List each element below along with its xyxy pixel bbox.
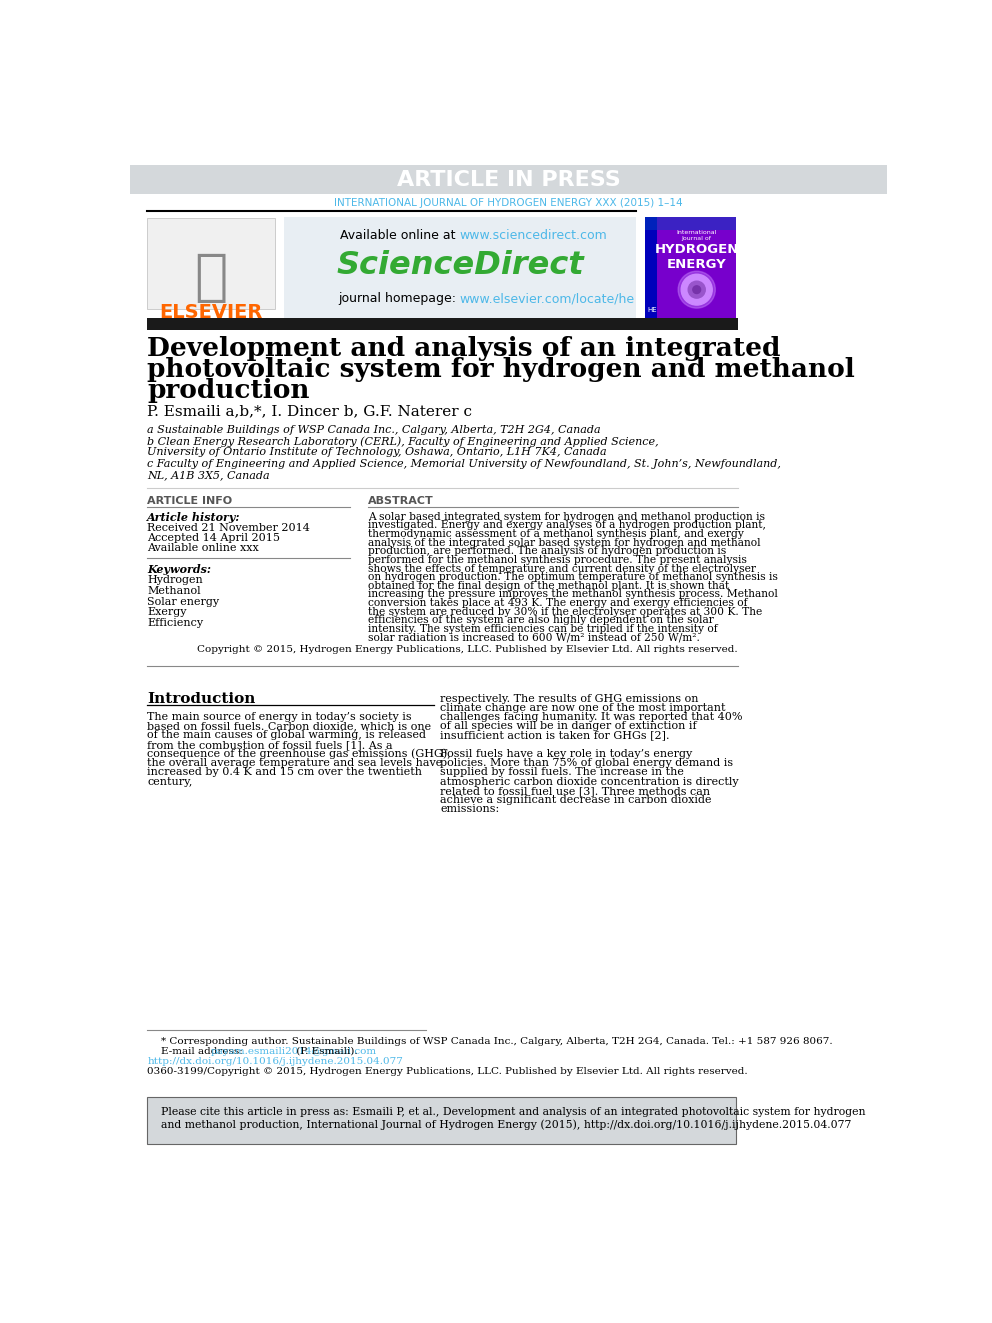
Text: analysis of the integrated solar based system for hydrogen and methanol: analysis of the integrated solar based s…: [368, 537, 761, 548]
Text: challenges facing humanity. It was reported that 40%: challenges facing humanity. It was repor…: [440, 712, 743, 722]
Text: www.elsevier.com/locate/he: www.elsevier.com/locate/he: [460, 292, 635, 306]
Text: 0360-3199/Copyright © 2015, Hydrogen Energy Publications, LLC. Published by Else: 0360-3199/Copyright © 2015, Hydrogen Ene…: [147, 1066, 748, 1076]
Text: Fossil fuels have a key role in today’s energy: Fossil fuels have a key role in today’s …: [440, 749, 692, 759]
Text: HYDROGEN
ENERGY: HYDROGEN ENERGY: [655, 242, 739, 270]
Text: supplied by fossil fuels. The increase in the: supplied by fossil fuels. The increase i…: [440, 767, 684, 778]
Text: Received 21 November 2014: Received 21 November 2014: [147, 524, 310, 533]
Text: payam.esmaili2014@gmail.com: payam.esmaili2014@gmail.com: [210, 1046, 376, 1056]
Text: Copyright © 2015, Hydrogen Energy Publications, LLC. Published by Elsevier Ltd. : Copyright © 2015, Hydrogen Energy Public…: [197, 644, 738, 654]
Text: University of Ontario Institute of Technology, Oshawa, Ontario, L1H 7K4, Canada: University of Ontario Institute of Techn…: [147, 447, 607, 458]
Text: c Faculty of Engineering and Applied Science, Memorial University of Newfoundlan: c Faculty of Engineering and Applied Sci…: [147, 459, 781, 470]
Text: on hydrogen production. The optimum temperature of methanol synthesis is: on hydrogen production. The optimum temp…: [368, 572, 778, 582]
Text: from the combustion of fossil fuels [1]. As a: from the combustion of fossil fuels [1].…: [147, 740, 393, 750]
Text: climate change are now one of the most important: climate change are now one of the most i…: [440, 703, 726, 713]
Text: journal homepage:: journal homepage:: [338, 292, 460, 306]
Text: investigated. Energy and exergy analyses of a hydrogen production plant,: investigated. Energy and exergy analyses…: [368, 520, 766, 531]
Text: ScienceDirect: ScienceDirect: [336, 250, 583, 280]
Text: atmospheric carbon dioxide concentration is directly: atmospheric carbon dioxide concentration…: [440, 777, 739, 787]
Text: based on fossil fuels. Carbon dioxide, which is one: based on fossil fuels. Carbon dioxide, w…: [147, 721, 432, 732]
Text: efficiencies of the system are also highly dependent on the solar: efficiencies of the system are also high…: [368, 615, 714, 626]
Bar: [285, 217, 636, 319]
Circle shape: [688, 282, 705, 298]
Circle shape: [679, 271, 715, 308]
Text: shows the effects of temperature and current density of the electrolyser: shows the effects of temperature and cur…: [368, 564, 756, 574]
Text: the overall average temperature and sea levels have: the overall average temperature and sea …: [147, 758, 442, 769]
Text: NL, A1B 3X5, Canada: NL, A1B 3X5, Canada: [147, 470, 270, 480]
Text: a Sustainable Buildings of WSP Canada Inc., Calgary, Alberta, T2H 2G4, Canada: a Sustainable Buildings of WSP Canada In…: [147, 425, 601, 435]
Text: achieve a significant decrease in carbon dioxide: achieve a significant decrease in carbon…: [440, 795, 711, 806]
Text: consequence of the greenhouse gas emissions (GHG),: consequence of the greenhouse gas emissi…: [147, 749, 451, 759]
Text: ELSEVIER: ELSEVIER: [159, 303, 263, 323]
Text: production: production: [147, 378, 310, 404]
Text: http://dx.doi.org/10.1016/j.ijhydene.2015.04.077: http://dx.doi.org/10.1016/j.ijhydene.201…: [147, 1057, 403, 1066]
Text: performed for the methanol synthesis procedure. The present analysis: performed for the methanol synthesis pro…: [368, 554, 747, 565]
Bar: [147, 1097, 736, 1144]
Text: * Corresponding author. Sustainable Buildings of WSP Canada Inc., Calgary, Alber: * Corresponding author. Sustainable Buil…: [161, 1037, 833, 1045]
Text: of all species will be in danger of extinction if: of all species will be in danger of exti…: [440, 721, 696, 732]
Text: respectively. The results of GHG emissions on: respectively. The results of GHG emissio…: [440, 693, 698, 704]
Text: of the main causes of global warming, is released: of the main causes of global warming, is…: [147, 730, 427, 741]
Text: Available online at: Available online at: [340, 229, 460, 242]
Text: ARTICLE IN PRESS: ARTICLE IN PRESS: [397, 169, 620, 189]
Text: 🌲: 🌲: [194, 251, 227, 306]
Text: ABSTRACT: ABSTRACT: [368, 496, 434, 507]
Text: Introduction: Introduction: [147, 692, 256, 705]
Circle shape: [692, 286, 700, 294]
Text: century,: century,: [147, 777, 192, 787]
Text: ARTICLE INFO: ARTICLE INFO: [147, 496, 232, 507]
Text: Exergy: Exergy: [147, 607, 186, 618]
Text: P. Esmaili a,b,*, I. Dincer b, G.F. Naterer c: P. Esmaili a,b,*, I. Dincer b, G.F. Nate…: [147, 405, 472, 418]
Bar: [645, 217, 736, 230]
Bar: [147, 318, 738, 329]
Text: Keywords:: Keywords:: [147, 564, 211, 574]
Circle shape: [682, 274, 712, 306]
Text: Available online xxx: Available online xxx: [147, 544, 259, 553]
Text: thermodynamic assessment of a methanol synthesis plant, and exergy: thermodynamic assessment of a methanol s…: [368, 529, 744, 538]
Text: obtained for the final design of the methanol plant. It is shown that: obtained for the final design of the met…: [368, 581, 729, 591]
Text: policies. More than 75% of global energy demand is: policies. More than 75% of global energy…: [440, 758, 733, 769]
Text: Please cite this article in press as: Esmaili P, et al., Development and analysi: Please cite this article in press as: Es…: [161, 1107, 866, 1117]
Text: solar radiation is increased to 600 W/m² instead of 250 W/m².: solar radiation is increased to 600 W/m²…: [368, 632, 700, 643]
Text: Accepted 14 April 2015: Accepted 14 April 2015: [147, 533, 281, 544]
Text: The main source of energy in today’s society is: The main source of energy in today’s soc…: [147, 712, 412, 722]
Text: the system are reduced by 30% if the electrolyser operates at 300 K. The: the system are reduced by 30% if the ele…: [368, 607, 763, 617]
Text: insufficient action is taken for GHGs [2].: insufficient action is taken for GHGs [2…: [440, 730, 670, 741]
Text: www.sciencedirect.com: www.sciencedirect.com: [460, 229, 608, 242]
Text: (P. Esmaili).: (P. Esmaili).: [293, 1046, 357, 1056]
Text: increasing the pressure improves the methanol synthesis process. Methanol: increasing the pressure improves the met…: [368, 590, 778, 599]
Bar: [645, 217, 736, 319]
Text: intensity. The system efficiencies can be tripled if the intensity of: intensity. The system efficiencies can b…: [368, 624, 718, 634]
Text: Solar energy: Solar energy: [147, 597, 219, 606]
Text: Development and analysis of an integrated: Development and analysis of an integrate…: [147, 336, 781, 361]
Text: Article history:: Article history:: [147, 512, 241, 523]
Bar: [130, 165, 887, 194]
Text: increased by 0.4 K and 15 cm over the twentieth: increased by 0.4 K and 15 cm over the tw…: [147, 767, 423, 778]
Text: related to fossil fuel use [3]. Three methods can: related to fossil fuel use [3]. Three me…: [440, 786, 710, 796]
Text: E-mail address:: E-mail address:: [161, 1046, 246, 1056]
Text: emissions:: emissions:: [440, 804, 499, 815]
Text: production, are performed. The analysis of hydrogen production is: production, are performed. The analysis …: [368, 546, 726, 556]
Text: HE: HE: [648, 307, 658, 314]
Text: A solar based integrated system for hydrogen and methanol production is: A solar based integrated system for hydr…: [368, 512, 765, 521]
Bar: [147, 218, 275, 308]
Bar: [645, 217, 657, 319]
Text: photovoltaic system for hydrogen and methanol: photovoltaic system for hydrogen and met…: [147, 357, 855, 382]
Text: Methanol: Methanol: [147, 586, 200, 595]
Text: conversion takes place at 493 K. The energy and exergy efficiencies of: conversion takes place at 493 K. The ene…: [368, 598, 748, 609]
Text: Efficiency: Efficiency: [147, 618, 203, 628]
Text: b Clean Energy Research Laboratory (CERL), Faculty of Engineering and Applied Sc: b Clean Energy Research Laboratory (CERL…: [147, 437, 659, 447]
Text: and methanol production, International Journal of Hydrogen Energy (2015), http:/: and methanol production, International J…: [161, 1119, 851, 1130]
Text: Hydrogen: Hydrogen: [147, 576, 203, 585]
Text: International
Journal of: International Journal of: [677, 230, 717, 241]
Text: INTERNATIONAL JOURNAL OF HYDROGEN ENERGY XXX (2015) 1–14: INTERNATIONAL JOURNAL OF HYDROGEN ENERGY…: [334, 197, 682, 208]
